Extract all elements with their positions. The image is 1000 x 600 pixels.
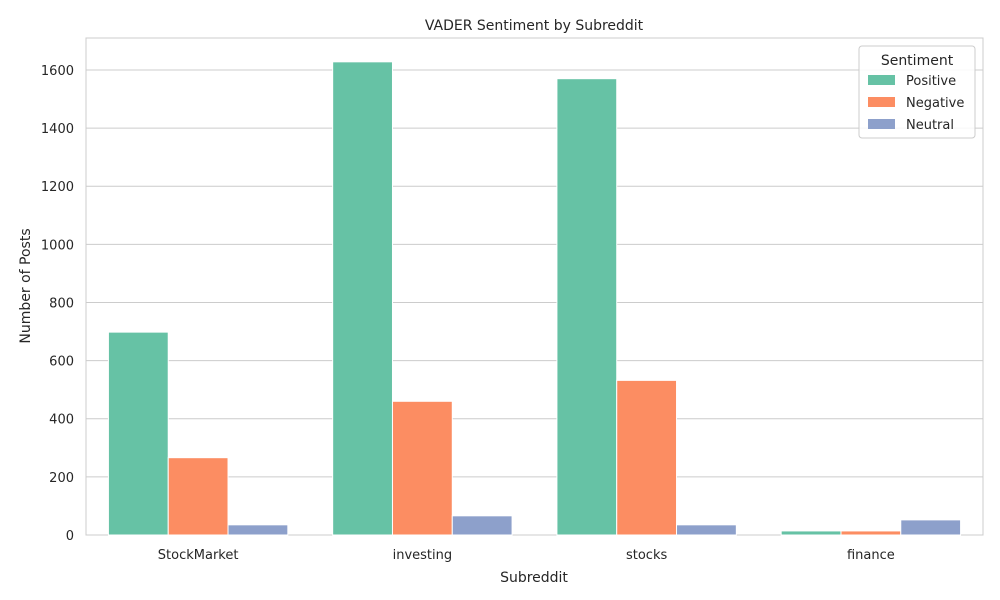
legend-label-positive: Positive — [906, 74, 956, 89]
y-tick-label: 200 — [49, 471, 74, 486]
legend-label-negative: Negative — [906, 96, 964, 111]
plot-area — [85, 37, 984, 536]
bar-negative-investing — [391, 400, 453, 536]
legend-swatch-neutral — [868, 119, 895, 129]
bar-negative-stocks — [616, 379, 678, 536]
bar-positive-stockmarket — [107, 331, 169, 536]
legend-title: Sentiment — [881, 53, 954, 69]
bar-negative-stockmarket — [167, 457, 229, 536]
y-axis-ticks: 0 200 400 600 800 1000 1200 1400 1600 — [41, 64, 74, 544]
bar-positive-finance — [780, 530, 842, 536]
bar-neutral-stocks — [676, 524, 737, 536]
legend-label-neutral: Neutral — [906, 118, 954, 133]
bar-positive-stocks — [556, 78, 618, 536]
y-tick-label: 0 — [66, 529, 74, 544]
bar-positive-investing — [332, 61, 393, 536]
bar-neutral-stockmarket — [227, 524, 289, 536]
legend-swatch-positive — [868, 75, 895, 85]
legend-swatch-negative — [868, 97, 895, 107]
bar-negative-finance — [840, 530, 902, 536]
legend-items: Positive Negative Neutral — [868, 74, 964, 133]
y-tick-label: 1600 — [41, 64, 74, 79]
bars — [107, 61, 962, 536]
y-tick-label: 1000 — [41, 238, 74, 253]
bar-neutral-finance — [900, 519, 962, 536]
x-tick-label: stocks — [626, 548, 667, 563]
grid-lines — [86, 69, 983, 478]
y-axis-title: Number of Posts — [18, 228, 34, 343]
bar-neutral-investing — [451, 515, 513, 536]
x-axis-ticks: StockMarket investing stocks finance — [158, 548, 895, 563]
x-tick-label: investing — [393, 548, 453, 563]
y-tick-label: 600 — [49, 355, 74, 370]
x-axis-title: Subreddit — [500, 570, 568, 586]
y-tick-label: 1400 — [41, 122, 74, 137]
y-tick-label: 800 — [49, 296, 74, 311]
chart-title: VADER Sentiment by Subreddit — [425, 18, 644, 34]
legend: Sentiment Positive Negative Neutral — [858, 45, 976, 139]
x-tick-label: finance — [847, 548, 895, 563]
legend-box — [858, 45, 976, 139]
y-tick-label: 1200 — [41, 180, 74, 195]
y-tick-label: 400 — [49, 413, 74, 428]
x-tick-label: StockMarket — [158, 548, 239, 563]
